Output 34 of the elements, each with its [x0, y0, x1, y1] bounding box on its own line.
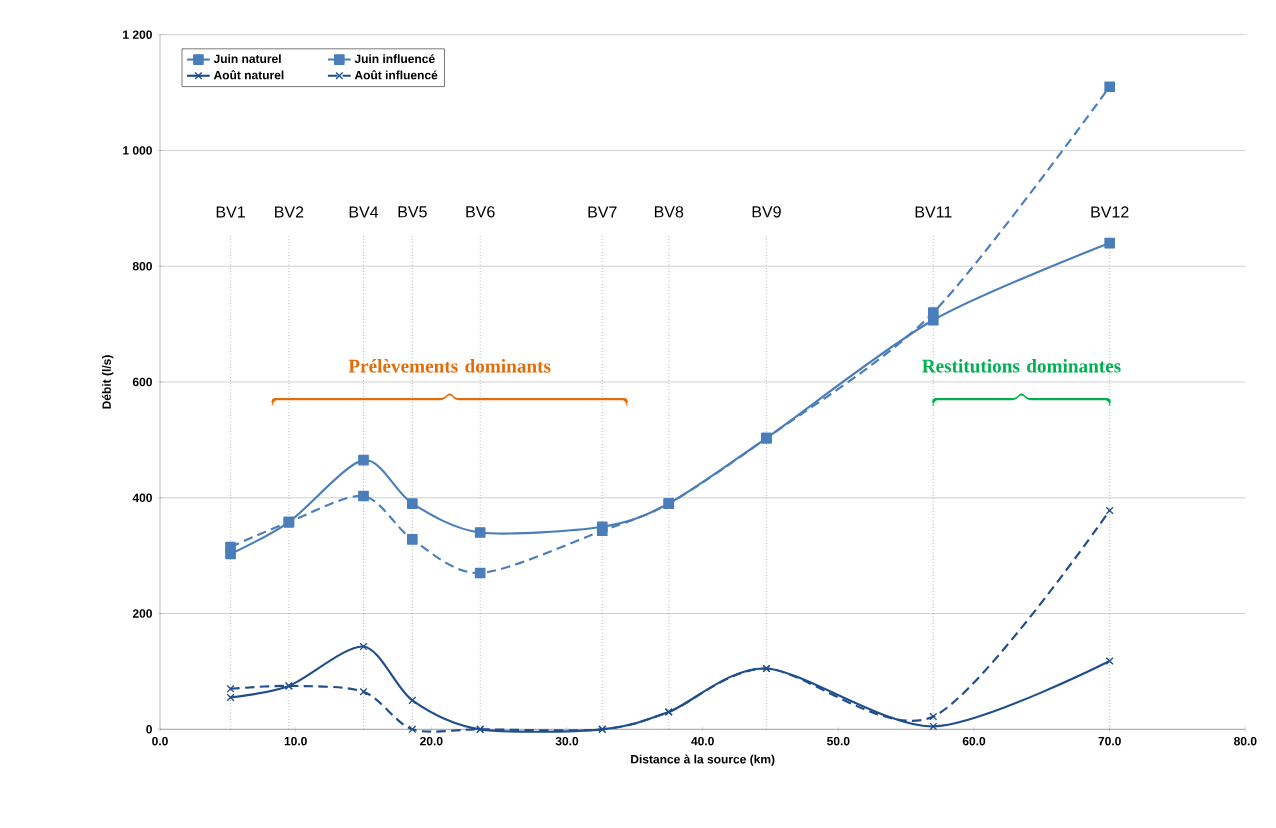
- ref-line-label: BV6: [466, 206, 495, 218]
- x-tick-label: 0.0: [152, 736, 168, 746]
- ref-line-label: BV11: [915, 206, 952, 218]
- legend-label: Juin influencé: [354, 54, 435, 64]
- ref-line-label: BV2: [275, 206, 304, 218]
- annotation: Restitutions dominantes: [922, 359, 1121, 373]
- y-tick-label: 1 200: [123, 30, 152, 39]
- annotation: Prélèvements dominants: [348, 359, 551, 373]
- y-tick-label: 400: [132, 493, 152, 503]
- x-tick-label: 10.0: [284, 736, 307, 746]
- ref-line-label: BV8: [654, 206, 684, 218]
- y-tick-label: 0: [146, 725, 152, 734]
- ref-line-label: BV4: [349, 206, 379, 218]
- ref-line-label: BV9: [752, 206, 781, 218]
- x-tick-label: 70.0: [1098, 736, 1121, 746]
- y-tick-label: 200: [132, 609, 152, 618]
- legend-label: Juin naturel: [213, 54, 281, 64]
- ref-line-label: BV12: [1091, 206, 1129, 218]
- x-tick-label: 30.0: [555, 736, 579, 746]
- x-tick-label: 60.0: [962, 736, 986, 746]
- legend-label: Août naturel: [213, 70, 284, 80]
- x-tick-label: 80.0: [1234, 736, 1257, 746]
- ref-line-label: BV1: [216, 206, 245, 218]
- y-tick-label: 1 000: [123, 146, 152, 155]
- y-tick-label: 600: [132, 377, 152, 387]
- ref-line-label: BV7: [588, 206, 617, 218]
- y-axis-title: Débit (l/s): [101, 355, 114, 409]
- x-tick-label: 50.0: [827, 736, 850, 746]
- x-tick-label: 40.0: [691, 736, 714, 746]
- x-axis-title: Distance à la source (km): [631, 754, 775, 766]
- legend-label: Août influencé: [354, 70, 438, 80]
- x-tick-label: 20.0: [420, 736, 443, 746]
- y-tick-label: 800: [132, 261, 152, 271]
- ref-line-label: BV5: [398, 206, 427, 218]
